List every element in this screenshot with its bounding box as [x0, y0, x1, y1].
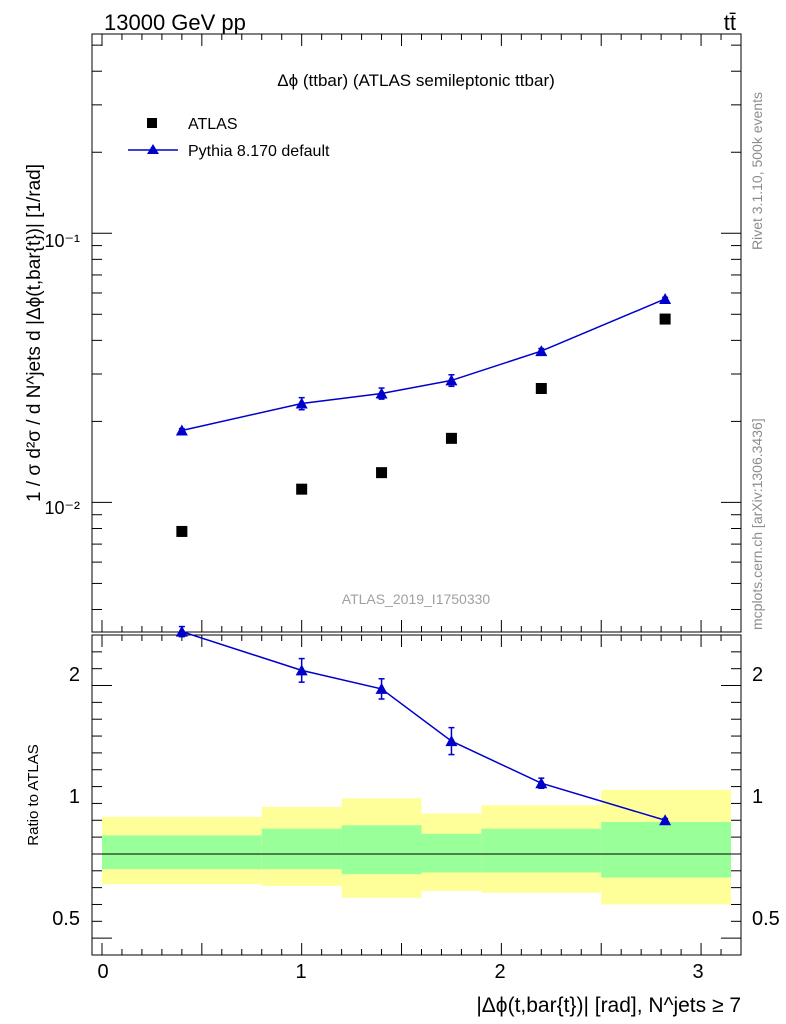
main-frame — [91, 33, 742, 633]
x-tick-label-2: 2 — [494, 961, 505, 983]
ratio-pythia-point — [535, 777, 548, 789]
ratio-pythia-point — [659, 814, 672, 826]
ratio-y-tick-label-1-right: 1 — [752, 786, 763, 808]
atlas-data-point — [659, 313, 671, 325]
ratio-pythia-point — [295, 664, 308, 676]
ratio-y-tick-labels: 2 1 0.5 2 1 0.5 — [52, 664, 780, 930]
rivet-label: Rivet 3.1.10, 500k events — [749, 92, 765, 250]
atlas-data-point — [445, 432, 457, 444]
uncertainty-bands — [101, 789, 732, 905]
inner-uncertainty-band — [421, 833, 482, 873]
ratio-frame — [91, 634, 742, 956]
legend-atlas-marker — [147, 118, 157, 128]
main-panel: 10⁻² 10⁻¹ Δϕ (ttbar) (ATLAS semileptonic… — [24, 33, 742, 633]
inner-uncertainty-band — [341, 825, 422, 875]
ratio-y-tick-label-2-right: 2 — [752, 664, 763, 686]
ratio-ticks — [92, 635, 741, 955]
ratio-y-tick-label-0.5-right: 0.5 — [752, 908, 780, 930]
x-tick-label-3: 3 — [692, 961, 703, 983]
pythia-line — [181, 298, 666, 432]
ratio-y-tick-label-1: 1 — [69, 786, 80, 808]
inner-uncertainty-band — [601, 821, 732, 878]
legend-pythia-marker — [147, 144, 159, 154]
atlas-data-point — [535, 382, 547, 394]
pythia-point — [295, 397, 308, 409]
ratio-panel: 2 1 0.5 2 1 0.5 0 1 2 3 Ratio to ATLAS |… — [25, 625, 780, 1017]
main-ticks — [92, 34, 741, 632]
mcplots-label: mcplots.cern.ch [arXiv:1306.3436] — [749, 418, 765, 630]
atlas-data-point — [376, 467, 388, 479]
pythia-point — [375, 387, 388, 399]
y-tick-label-1e-1: 10⁻¹ — [44, 231, 80, 251]
ratio-pythia-line — [181, 630, 666, 821]
ratio-pythia-point — [175, 625, 188, 637]
ratio-pythia-point — [375, 682, 388, 694]
inner-uncertainty-band — [481, 828, 602, 873]
ratio-pythia-point — [445, 735, 458, 747]
x-tick-label-0: 0 — [97, 961, 108, 983]
atlas-data-point — [176, 525, 188, 537]
pythia-point — [445, 374, 458, 386]
ratio-y-tick-label-0.5: 0.5 — [52, 908, 80, 930]
pythia-point — [535, 345, 548, 357]
y-tick-label-1e-2: 10⁻² — [44, 498, 80, 518]
x-tick-labels: 0 1 2 3 — [97, 961, 703, 983]
ratio-y-axis-label: Ratio to ATLAS — [25, 744, 42, 845]
ratio-marks — [175, 625, 672, 826]
inner-uncertainty-band — [101, 835, 262, 870]
analysis-watermark: ATLAS_2019_I1750330 — [342, 591, 491, 607]
atlas-data-point — [296, 483, 308, 495]
legend: ATLAS Pythia 8.170 default — [128, 116, 330, 160]
energy-label: 13000 GeV pp — [104, 10, 246, 35]
x-tick-label-1: 1 — [295, 961, 306, 983]
x-axis-label: |Δϕ(t,bar{t})| [rad], N^jets ≥ 7 — [476, 994, 741, 1017]
main-y-axis-label: 1 / σ d²σ / d N^jets d |Δϕ(t,bar{t})| [1… — [24, 164, 45, 502]
legend-pythia-label: Pythia 8.170 default — [188, 143, 330, 160]
main-marks — [175, 292, 672, 537]
process-label: tt̄ — [724, 10, 736, 35]
plot-title: Δϕ (ttbar) (ATLAS semileptonic ttbar) — [277, 71, 555, 90]
legend-atlas-label: ATLAS — [188, 116, 238, 133]
inner-uncertainty-band — [261, 828, 342, 870]
pythia-point — [175, 424, 188, 436]
main-y-tick-labels: 10⁻² 10⁻¹ — [44, 231, 80, 518]
ratio-y-tick-label-2: 2 — [69, 664, 80, 686]
pythia-point — [659, 292, 672, 304]
